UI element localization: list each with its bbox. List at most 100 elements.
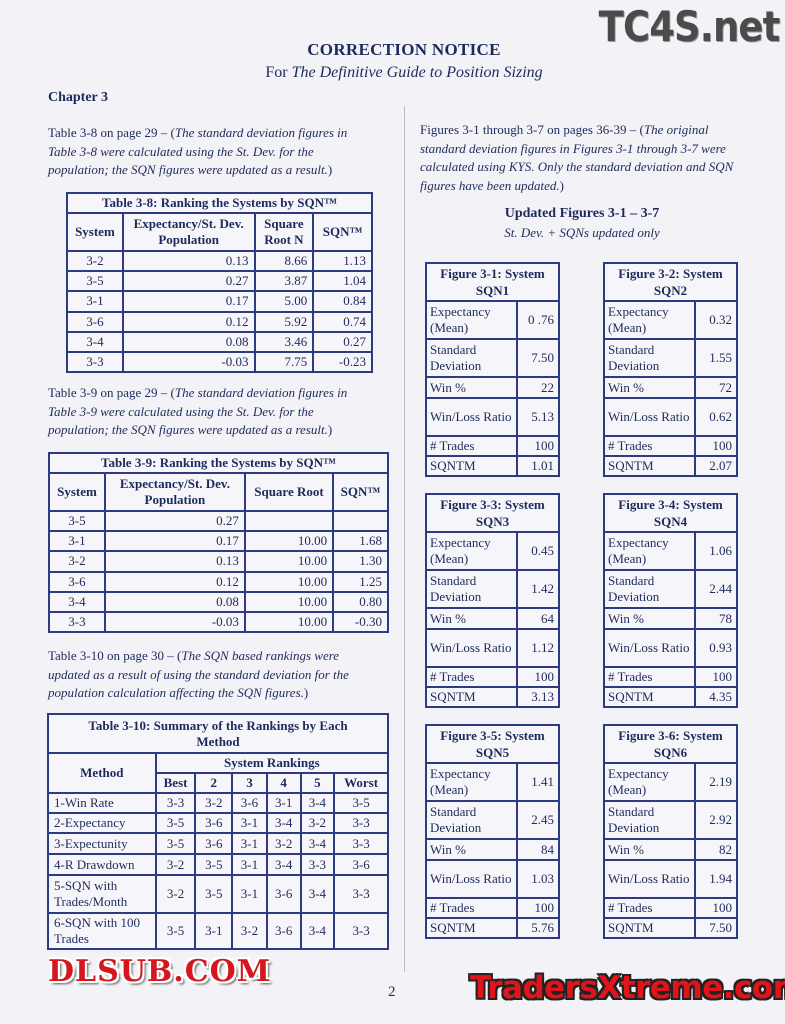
figure-table-4: Figure 3-4: System SQN4 Expectancy (Mean)…: [603, 493, 739, 708]
table-header-row: System Expectancy/St. Dev. Population Squa…: [48, 472, 389, 512]
figure-row-value: 1.41: [515, 762, 561, 802]
figure-row-label: Expectancy (Mean): [425, 762, 518, 802]
system-cell: 3-4: [66, 330, 124, 353]
value-cell: -0.03: [121, 350, 256, 374]
value-cell: 0.27: [312, 330, 373, 353]
rank-cell: 3-4: [265, 853, 302, 876]
table-row: 3-3 -0.03 7.75 -0.23: [66, 350, 373, 374]
table-row: 4-R Drawdown 3-2 3-5 3-1 3-4 3-3 3-6: [47, 853, 389, 876]
system-cell: 3-5: [66, 270, 124, 293]
value-cell: 0.12: [121, 310, 256, 333]
table-row: 6-SQN with 100 Trades 3-5 3-1 3-2 3-6 3-4 3-3: [47, 912, 389, 950]
value-cell: 0.80: [332, 590, 389, 613]
figure-row-value: 1.12: [515, 628, 561, 668]
figure-row: Standard Deviation 7.50: [425, 338, 561, 378]
rank-cell: 3-2: [265, 832, 302, 855]
rank-header: 5: [299, 772, 336, 794]
figure-row: Standard Deviation 2.44: [603, 569, 739, 609]
watermark-tc4s: TC4S.net: [598, 2, 780, 51]
rank-cell: 3-6: [194, 832, 234, 855]
figure-row-value: 7.50: [515, 338, 561, 378]
figure-row-value: 2.45: [515, 800, 561, 840]
table-row: 3-6 0.12 10.00 1.25: [48, 570, 389, 593]
figure-row: SQNTM 4.35: [603, 686, 739, 708]
figure-row-value: 1.03: [515, 859, 561, 899]
figure-row: Expectancy (Mean) 0 .76: [425, 300, 561, 340]
figure-row-value: 0.45: [515, 531, 561, 571]
value-cell: 0.08: [121, 330, 256, 353]
system-cell: 3-2: [48, 550, 106, 573]
table-title-row: Table 3-10: Summary of the Rankings by E…: [47, 713, 389, 754]
figure-row-label: Win %: [603, 838, 696, 861]
value-cell: 1.04: [312, 270, 373, 293]
figure-row: # Trades 100: [425, 897, 561, 919]
value-cell: 0.74: [312, 310, 373, 333]
rank-cell: 3-2: [194, 792, 234, 814]
rank-cell: 3-1: [231, 853, 268, 876]
figure-row-value: 0.93: [693, 628, 739, 668]
figure-row-value: 1.01: [515, 455, 561, 477]
value-cell: 5.00: [253, 290, 315, 313]
note-figures: Figures 3-1 through 3-7 on pages 36-39 –…: [420, 121, 750, 195]
rank-cell: 3-1: [265, 792, 302, 814]
figure-row-label: Win/Loss Ratio: [425, 859, 518, 899]
figure-row-label: SQNTM: [603, 686, 696, 708]
value-cell: -0.30: [332, 610, 389, 634]
value-cell: -0.03: [103, 610, 246, 634]
table-3-9: Table 3-9: Ranking the Systems by SQN™ Sy…: [48, 452, 389, 634]
figure-row-label: # Trades: [603, 666, 696, 688]
figure-row-label: SQNTM: [425, 455, 518, 477]
system-cell: 3-4: [48, 590, 106, 613]
column-header: Square Root: [243, 472, 335, 512]
figure-row: Expectancy (Mean) 1.06: [603, 531, 739, 571]
note-lead: Figures 3-1 through 3-7 on pages 36-39 –…: [420, 122, 644, 137]
rank-cell: 3-3: [333, 912, 389, 950]
figure-row-value: 2.92: [693, 800, 739, 840]
column-header: Expectancy/St. Dev. Population: [121, 212, 256, 252]
figure-row-value: 0.62: [693, 397, 739, 437]
table-row: 3-2 0.13 10.00 1.30: [48, 550, 389, 573]
rank-header: 2: [194, 772, 234, 794]
figure-row: SQNTM 1.01: [425, 455, 561, 477]
value-cell: 0.27: [103, 509, 246, 533]
figure-title-row: Figure 3-4: System SQN4: [603, 493, 738, 533]
column-divider: [404, 106, 405, 972]
rank-cell: 3-1: [194, 912, 234, 950]
rank-cell: 3-5: [154, 912, 197, 950]
figure-row-value: 72: [693, 376, 739, 399]
column-header: SQN™: [312, 212, 373, 252]
chapter-heading: Chapter 3: [48, 90, 109, 105]
figure-row: SQNTM 2.07: [603, 455, 739, 477]
table-title: Table 3-8: Ranking the Systems by SQN™: [66, 192, 373, 214]
figure-title: Figure 3-3: System SQN3: [425, 493, 560, 533]
value-cell: 0.17: [103, 530, 246, 553]
figure-row-value: 78: [693, 607, 739, 630]
figure-row: Win/Loss Ratio 0.93: [603, 628, 739, 668]
figure-row-label: # Trades: [425, 897, 518, 919]
rank-cell: 3-2: [154, 853, 197, 876]
rank-header: 4: [265, 772, 302, 794]
system-cell: 3-3: [48, 610, 106, 634]
system-cell: 3-6: [66, 310, 124, 333]
updated-figures-heading: Updated Figures 3-1 – 3-7: [504, 206, 660, 221]
figure-row-label: Win %: [425, 376, 518, 399]
figure-title-row: Figure 3-1: System SQN1: [425, 262, 560, 302]
value-cell: -0.23: [312, 350, 373, 374]
value-cell: 10.00: [243, 530, 335, 553]
value-cell: 10.00: [243, 590, 335, 613]
system-cell: 3-3: [66, 350, 124, 374]
figure-row: # Trades 100: [603, 666, 739, 688]
figure-row-label: Win %: [603, 376, 696, 399]
figure-row: Win/Loss Ratio 0.62: [603, 397, 739, 437]
figure-title-row: Figure 3-3: System SQN3: [425, 493, 560, 533]
figure-table-2: Figure 3-2: System SQN2 Expectancy (Mean)…: [603, 262, 739, 477]
rank-header: 3: [231, 772, 268, 794]
value-cell: 1.68: [332, 530, 389, 553]
rank-cell: 3-2: [154, 874, 197, 914]
figure-title: Figure 3-5: System SQN5: [425, 724, 560, 764]
figure-row: Win % 22: [425, 376, 561, 399]
value-cell: 0.13: [121, 249, 256, 273]
book-title: The Definitive Guide to Position Sizing: [291, 64, 543, 81]
rank-header: Best: [154, 772, 197, 794]
figure-row: Win/Loss Ratio 5.13: [425, 397, 561, 437]
